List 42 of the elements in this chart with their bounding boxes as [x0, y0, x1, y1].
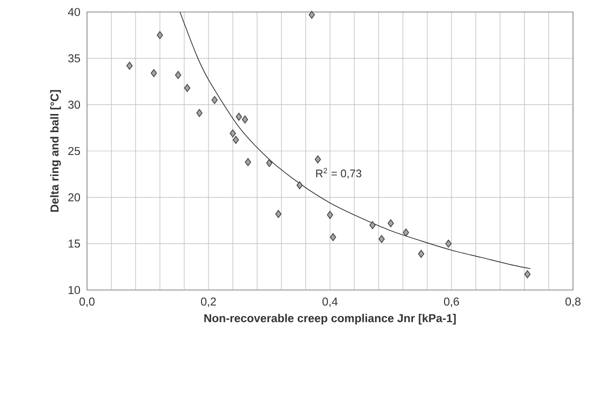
point — [388, 219, 394, 228]
point — [418, 250, 424, 258]
point — [232, 136, 239, 144]
y-tick-label: 40 — [68, 8, 80, 16]
x-tick-label: 0,2 — [200, 298, 216, 307]
y-tick-label: 10 — [68, 286, 80, 294]
point — [445, 240, 452, 248]
point — [230, 129, 236, 138]
point — [211, 96, 218, 104]
y-tick-label: 35 — [68, 54, 80, 62]
point — [369, 221, 376, 230]
x-axis-title: Non-recoverable creep compliance Jnr [kPa-1] — [204, 314, 456, 324]
point — [126, 62, 133, 70]
point — [326, 210, 334, 219]
line-series — [180, 12, 531, 270]
point — [378, 235, 385, 244]
point — [244, 158, 252, 166]
x-tick-label: 0,8 — [565, 298, 580, 307]
y-tick-label: 25 — [68, 146, 80, 156]
y-tick-label: 30 — [68, 100, 80, 109]
point — [156, 31, 163, 40]
y-tick-label: 15 — [68, 240, 80, 248]
x-tick-label: 0,0 — [79, 298, 95, 307]
point — [236, 112, 242, 121]
point — [150, 69, 157, 78]
point — [242, 116, 248, 124]
point — [266, 159, 272, 168]
point — [275, 210, 282, 218]
annotation: R$^{2}$ = 0,73 — [316, 168, 362, 179]
y-tick-label: 20 — [68, 193, 80, 202]
point — [314, 155, 321, 164]
x-tick-label: 0,6 — [444, 298, 459, 307]
point — [175, 71, 182, 79]
x-tick-label: 0,4 — [322, 298, 338, 307]
point — [308, 10, 315, 19]
point — [524, 270, 531, 278]
point — [402, 228, 410, 237]
y-axis-title: Delta ring and ball [°C] — [50, 90, 61, 212]
point — [330, 233, 336, 242]
point — [196, 109, 202, 117]
point — [184, 84, 190, 92]
point — [296, 181, 303, 190]
